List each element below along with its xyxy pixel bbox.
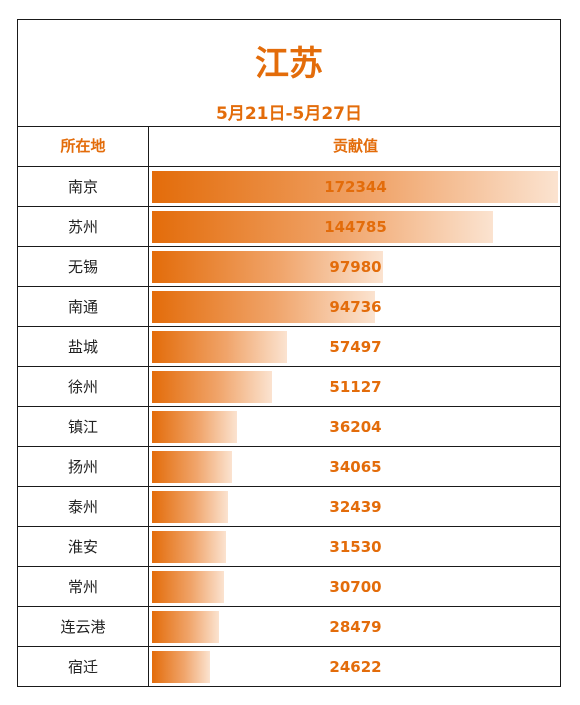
value-label: 51127 bbox=[329, 378, 382, 396]
table-row: 无锡 97980 bbox=[18, 247, 560, 287]
value-label: 28479 bbox=[329, 618, 382, 636]
table-row: 扬州 34065 bbox=[18, 447, 560, 487]
value-label: 144785 bbox=[324, 218, 387, 236]
city-label: 无锡 bbox=[67, 258, 98, 276]
table-row: 南京 172344 bbox=[18, 167, 560, 207]
value-bar bbox=[152, 251, 383, 283]
table-row: 泰州 32439 bbox=[18, 487, 560, 527]
city-label: 淮安 bbox=[67, 538, 98, 556]
value-label: 172344 bbox=[324, 178, 387, 196]
value-bar bbox=[152, 531, 226, 563]
header-divider bbox=[18, 166, 560, 167]
city-label: 常州 bbox=[67, 578, 98, 596]
value-bar bbox=[152, 331, 287, 363]
value-label: 31530 bbox=[329, 538, 382, 556]
table-row: 南通 94736 bbox=[18, 287, 560, 327]
value-label: 24622 bbox=[329, 658, 382, 676]
table-row: 盐城 57497 bbox=[18, 327, 560, 367]
value-label: 97980 bbox=[329, 258, 382, 276]
city-label: 徐州 bbox=[67, 378, 98, 396]
city-label: 扬州 bbox=[67, 458, 98, 476]
city-label: 镇江 bbox=[67, 418, 98, 436]
city-label: 连云港 bbox=[60, 618, 106, 636]
city-label: 南京 bbox=[67, 178, 98, 196]
title-divider bbox=[18, 126, 560, 127]
value-bar bbox=[152, 171, 558, 203]
table-body: 南京 172344 苏州 144785 无锡 97980 南通 94736 盐城 57497 徐州 5… bbox=[18, 167, 560, 687]
table-row: 镇江 36204 bbox=[18, 407, 560, 447]
value-bar bbox=[152, 451, 232, 483]
city-label: 盐城 bbox=[67, 338, 98, 356]
value-bar bbox=[152, 611, 219, 643]
date-range-subtitle: 5月21日-5月27日 bbox=[215, 104, 363, 124]
value-label: 34065 bbox=[329, 458, 382, 476]
table-row: 淮安 31530 bbox=[18, 527, 560, 567]
value-bar bbox=[152, 291, 375, 323]
column-header-city: 所在地 bbox=[60, 137, 106, 155]
table-row: 宿迁 24622 bbox=[18, 647, 560, 687]
city-label: 苏州 bbox=[67, 218, 98, 236]
city-label: 宿迁 bbox=[67, 658, 98, 676]
value-bar bbox=[152, 651, 210, 683]
table-row: 常州 30700 bbox=[18, 567, 560, 607]
value-bar bbox=[152, 491, 228, 523]
value-bar bbox=[152, 371, 272, 403]
value-bar bbox=[152, 571, 224, 603]
value-bar bbox=[152, 411, 237, 443]
value-label: 36204 bbox=[329, 418, 382, 436]
value-label: 32439 bbox=[329, 498, 382, 516]
city-label: 南通 bbox=[67, 298, 98, 316]
value-label: 30700 bbox=[329, 578, 382, 596]
table-row: 连云港 28479 bbox=[18, 607, 560, 647]
value-bar bbox=[152, 211, 493, 243]
value-label: 57497 bbox=[329, 338, 382, 356]
table-row: 徐州 51127 bbox=[18, 367, 560, 407]
value-label: 94736 bbox=[329, 298, 382, 316]
city-label: 泰州 bbox=[67, 498, 98, 516]
page-title: 江苏 bbox=[255, 44, 323, 84]
table-row: 苏州 144785 bbox=[18, 207, 560, 247]
column-header-value: 贡献值 bbox=[332, 137, 378, 155]
ranking-table: 江苏 5月21日-5月27日 所在地 贡献值 南京 172344 苏州 144785 无… bbox=[17, 19, 561, 687]
